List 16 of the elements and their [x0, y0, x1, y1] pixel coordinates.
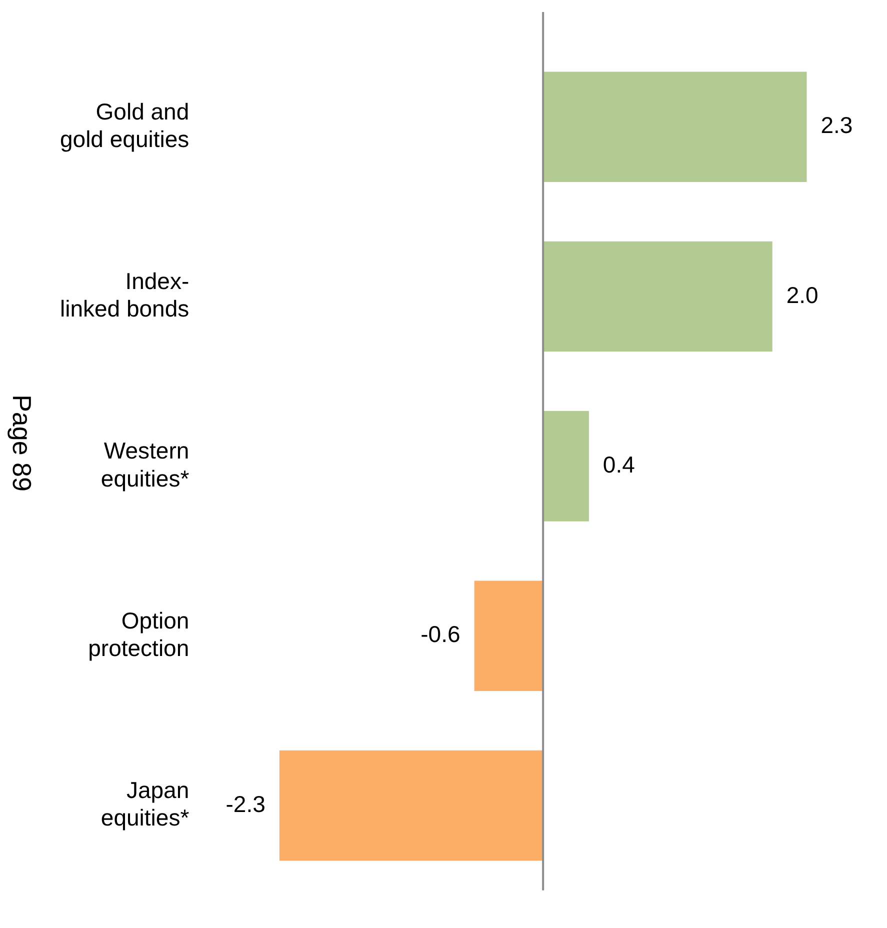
data-label: -0.6 — [420, 621, 460, 648]
text: Page 89 — [6, 394, 37, 492]
y-tick-label: Option protection — [88, 607, 190, 662]
y-tick-label: Gold and gold equities — [60, 98, 190, 152]
y-tick-label: Japan equities* — [100, 777, 190, 831]
bar — [474, 580, 544, 692]
bar — [543, 72, 807, 182]
data-label: 0.4 — [602, 452, 636, 478]
bar — [543, 411, 589, 522]
data-label: -2.3 — [226, 790, 266, 817]
y-tick-label: Index- linked bonds — [60, 268, 190, 322]
data-label: 2.0 — [786, 282, 818, 308]
data-label: 2.3 — [820, 112, 853, 138]
bar — [279, 750, 544, 861]
y-tick-label: Western equities* — [100, 438, 190, 492]
bar — [543, 241, 772, 352]
